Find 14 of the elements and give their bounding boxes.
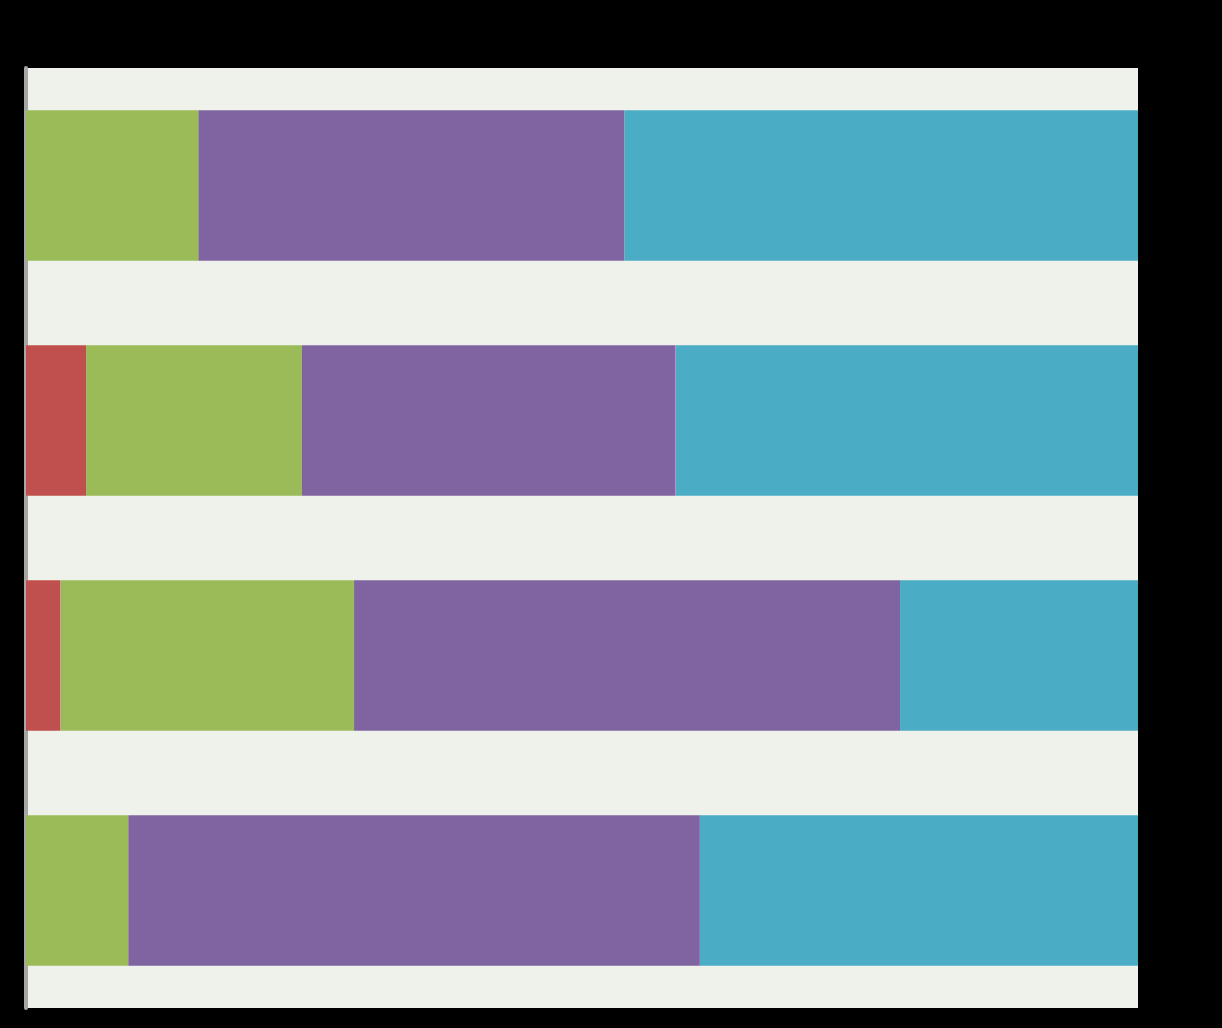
bar [624,110,1138,261]
bar [354,580,901,731]
bar [699,815,1138,966]
bar [86,345,302,496]
bar [675,345,1138,496]
bar [301,345,676,496]
bar [60,580,355,731]
bar [198,110,625,261]
bar [128,815,700,966]
bar [900,580,1138,731]
bar [26,580,61,731]
bar [26,345,87,496]
bar [26,110,199,261]
bar [26,815,129,966]
